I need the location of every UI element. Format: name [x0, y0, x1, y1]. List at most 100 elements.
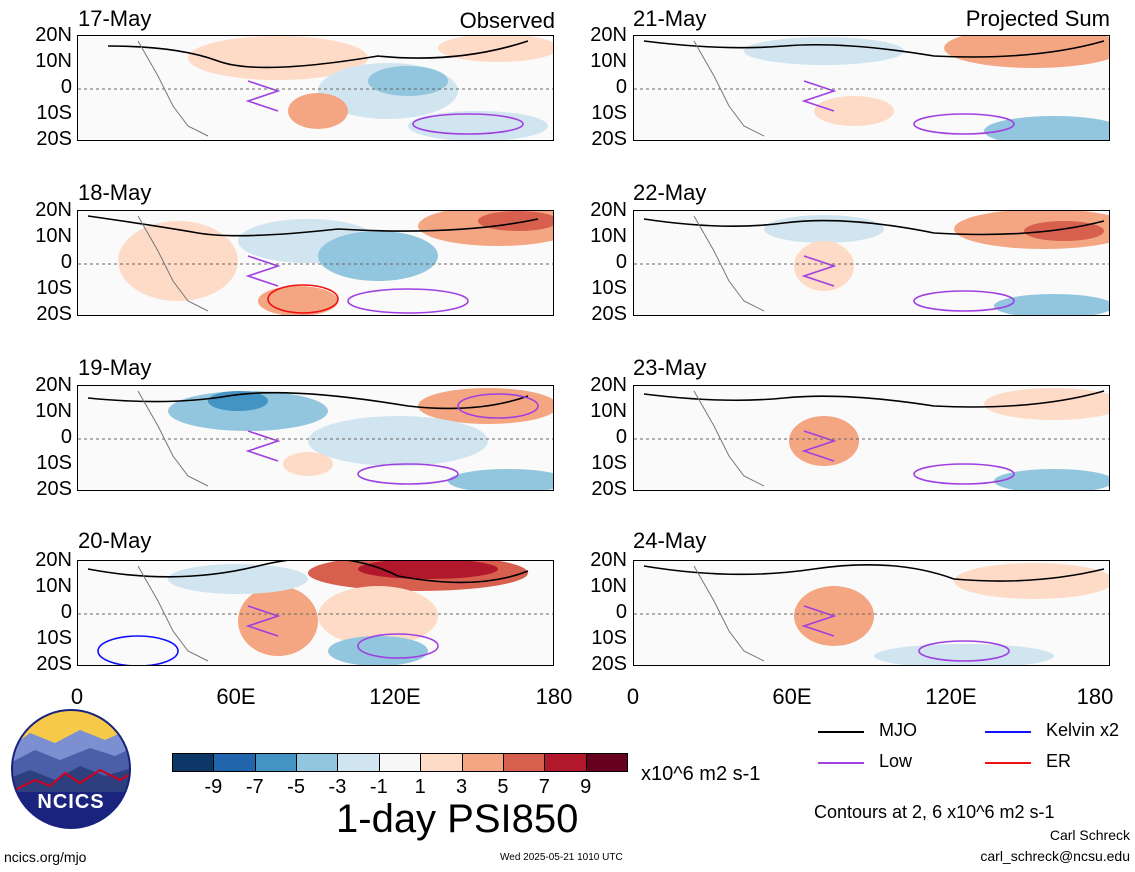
- map-canvas: [78, 211, 553, 315]
- colorbar-units: x10^6 m2 s-1: [641, 763, 761, 785]
- map-canvas: [78, 388, 553, 490]
- panel-date-7: 23-May: [633, 355, 707, 380]
- colorbar-tick-label: -3: [328, 776, 347, 798]
- map-panel-24-may: [633, 560, 1110, 666]
- colorbar-tick-label: -9: [204, 776, 223, 798]
- map-canvas: [634, 211, 1109, 315]
- lon-label-120e-left: 120E: [369, 684, 421, 709]
- legend-line-kelvin: [985, 731, 1031, 733]
- lat-label: 20N: [590, 549, 627, 571]
- lon-label-60e-right: 60E: [772, 684, 812, 709]
- lat-label: 20S: [36, 653, 72, 675]
- lat-label: 20S: [591, 128, 627, 150]
- lat-label: 10N: [590, 400, 627, 422]
- lon-label-180-left: 180: [535, 684, 573, 709]
- lat-label: 20S: [36, 303, 72, 325]
- colorbar-swatch: [172, 753, 215, 772]
- panel-date-2: 18-May: [78, 180, 152, 205]
- lat-label: 10N: [590, 50, 627, 72]
- colorbar-swatch: [337, 753, 380, 772]
- lat-label: 20S: [36, 128, 72, 150]
- panel-date-4: 20-May: [78, 528, 152, 553]
- figure-title: 1-day PSI850: [336, 797, 579, 841]
- lat-label: 10N: [35, 225, 72, 247]
- lon-label-0-left: 0: [70, 684, 84, 709]
- colorbar-swatch: [213, 753, 256, 772]
- lat-label: 20N: [590, 374, 627, 396]
- lat-label: 10S: [591, 277, 627, 299]
- legend-line-er: [985, 762, 1031, 764]
- lat-label: 10S: [36, 277, 72, 299]
- contour-note: Contours at 2, 6 x10^6 m2 s-1: [814, 802, 1055, 822]
- lat-label: 0: [615, 426, 627, 448]
- colorbar-tick-label: -7: [245, 776, 264, 798]
- colorbar-tick-label: 5: [497, 776, 509, 798]
- lat-label: 10S: [36, 102, 72, 124]
- colorbar-swatch: [296, 753, 339, 772]
- lat-label: 20N: [35, 549, 72, 571]
- lon-label-180-right: 180: [1076, 684, 1114, 709]
- email: carl_schreck@ncsu.edu: [980, 848, 1130, 864]
- lat-label: 10N: [590, 575, 627, 597]
- lat-label: 20N: [35, 374, 72, 396]
- map-panel-20-may: [77, 560, 554, 666]
- panel-date-8: 24-May: [633, 528, 707, 553]
- colorbar-swatch: [254, 753, 298, 772]
- map-canvas: [634, 388, 1109, 490]
- author: Carl Schreck: [1049, 827, 1130, 843]
- map-canvas: [78, 561, 553, 665]
- panel-date-6: 22-May: [633, 180, 707, 205]
- panel-heading-projected: Projected Sum: [965, 6, 1110, 31]
- lat-label: 20S: [591, 653, 627, 675]
- colorbar-swatch: [378, 753, 422, 772]
- colorbar-swatch: [420, 753, 463, 772]
- lat-label: 20N: [35, 24, 72, 46]
- logo-text: NCICS: [37, 791, 105, 813]
- lat-label: 0: [60, 76, 72, 98]
- map-panel-23-may: [633, 385, 1110, 491]
- lat-label: 20N: [590, 24, 627, 46]
- colorbar: -9 -7 -5 -3 -1 1 3 5 7 9: [172, 753, 628, 803]
- lat-label: 0: [615, 601, 627, 623]
- lat-label: 10S: [36, 627, 72, 649]
- legend-label-low: Low: [879, 751, 913, 771]
- lat-label: 20S: [591, 478, 627, 500]
- map-canvas: [634, 36, 1109, 140]
- legend-label-er: ER: [1046, 751, 1072, 771]
- lat-label: 0: [60, 601, 72, 623]
- lon-label-120e-right: 120E: [925, 684, 977, 709]
- lat-label: 10S: [591, 627, 627, 649]
- colorbar-swatch: [461, 753, 504, 772]
- colorbar-tick-label: 1: [414, 776, 426, 798]
- lat-label: 10N: [35, 50, 72, 72]
- timestamp: Wed 2025-05-21 1010 UTC: [500, 852, 623, 863]
- lat-label: 0: [60, 426, 72, 448]
- map-canvas: [78, 36, 553, 140]
- map-panel-22-may: [633, 210, 1110, 316]
- lat-label: 10S: [36, 452, 72, 474]
- panel-date-1: 17-May: [78, 6, 152, 31]
- map-panel-21-may: [633, 35, 1110, 141]
- colorbar-tick-label: 9: [580, 776, 592, 798]
- lat-label: 10S: [591, 452, 627, 474]
- legend-line-mjo: [818, 731, 864, 733]
- panel-date-3: 19-May: [78, 355, 152, 380]
- legend-label-mjo: MJO: [879, 720, 917, 740]
- colorbar-tick-label: -5: [287, 776, 305, 798]
- colorbar-tick-label: -1: [369, 776, 388, 798]
- colorbar-swatch: [585, 753, 628, 772]
- panel-date-5: 21-May: [633, 6, 707, 31]
- ncics-logo: NCICS: [10, 708, 132, 830]
- lat-label: 0: [615, 251, 627, 273]
- lon-label-0-right: 0: [626, 684, 640, 709]
- colorbar-tick-label: 7: [538, 776, 550, 798]
- lat-label: 20S: [591, 303, 627, 325]
- legend-label-kelvin: Kelvin x2: [1046, 720, 1120, 740]
- colorbar-tick-label: 3: [455, 776, 468, 798]
- lat-label: 20N: [590, 199, 627, 221]
- website-link[interactable]: ncics.org/mjo: [4, 849, 87, 865]
- map-canvas: [634, 563, 1109, 665]
- lat-label: 20S: [36, 478, 72, 500]
- lon-label-60e-left: 60E: [216, 684, 256, 709]
- lat-label: 10S: [591, 102, 627, 124]
